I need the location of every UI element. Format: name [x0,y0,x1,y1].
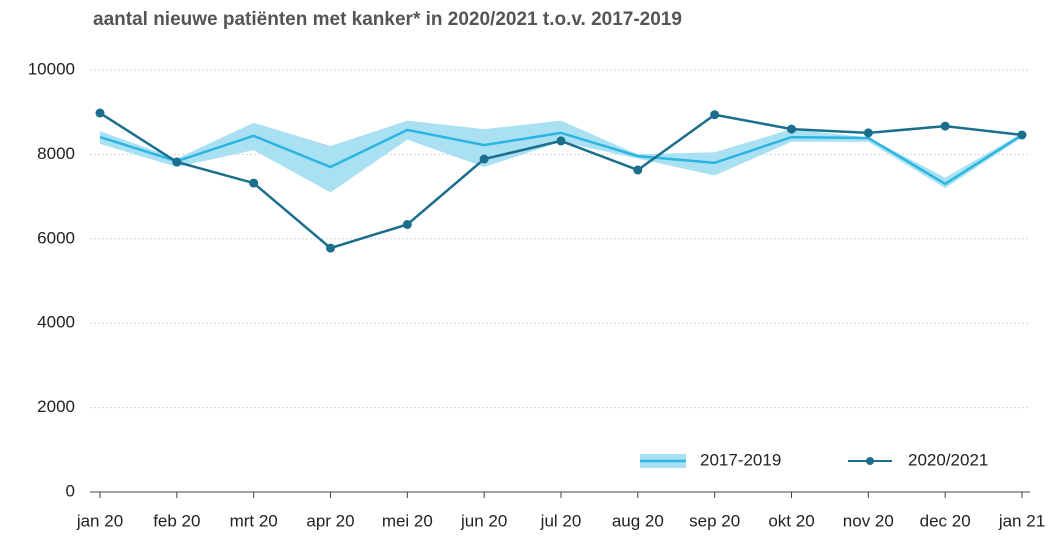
x-tick-label: jul 20 [540,511,582,530]
x-tick-label: mei 20 [382,511,433,530]
point [249,178,259,188]
point [556,136,566,146]
point [402,219,412,229]
y-tick-label: 0 [66,481,75,500]
y-tick-label: 4000 [37,313,75,332]
point [863,128,873,138]
x-tick-label: jan 21 [998,511,1045,530]
series-line [99,128,1023,186]
y-tick-label: 2000 [37,397,75,416]
range-band [100,120,1022,193]
point [710,110,720,120]
x-tick-label: sep 20 [689,511,740,530]
y-tick-label: 10000 [28,59,75,78]
point [172,157,182,167]
x-tick-label: feb 20 [153,511,200,530]
legend-swatch-dot [866,457,874,465]
x-tick-label: nov 20 [843,511,894,530]
point [787,124,796,134]
x-tick-label: aug 20 [612,511,664,530]
point [1017,130,1027,140]
x-tick-label: mrt 20 [230,511,278,530]
point [940,121,950,131]
legend-label: 2020/2021 [908,450,988,469]
x-tick-label: okt 20 [768,511,814,530]
x-tick-label: dec 20 [920,511,971,530]
x-tick-label: jan 20 [76,511,123,530]
y-tick-label: 6000 [37,228,75,247]
point [326,243,335,253]
point [479,154,489,164]
legend-label: 2017-2019 [700,450,781,469]
x-tick-label: apr 20 [306,511,354,530]
x-tick-label: jun 20 [460,511,507,530]
point [633,165,643,175]
chart-title: aantal nieuwe patiënten met kanker* in 2… [93,9,682,30]
point [95,108,105,118]
y-tick-label: 8000 [37,144,75,163]
